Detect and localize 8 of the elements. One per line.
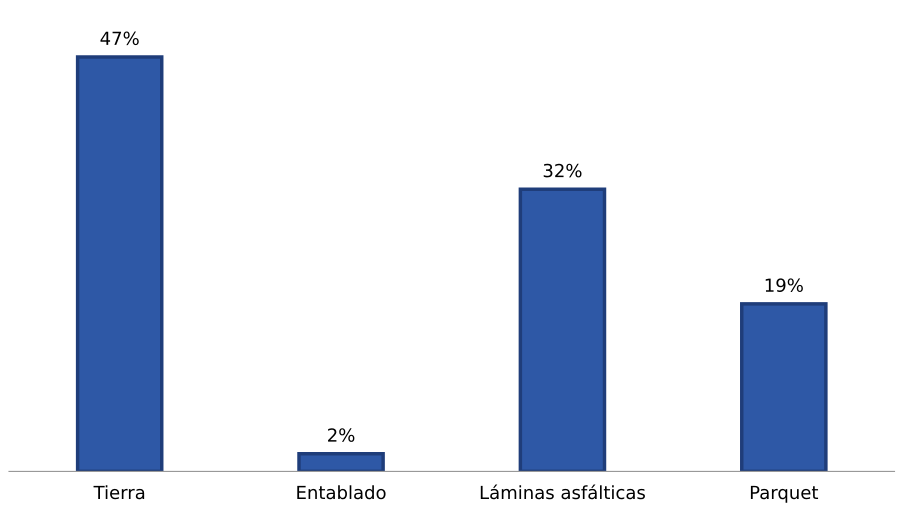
data-label: 32%: [544, 164, 582, 178]
x-tick-label: Tierra: [94, 485, 144, 500]
data-label: 19%: [766, 278, 803, 292]
x-tick-label: Entablado: [297, 485, 386, 500]
x-tick-label: Parquet: [750, 486, 818, 503]
x-tick-label: Láminas asfálticas: [480, 484, 645, 500]
data-label: 47%: [100, 31, 139, 46]
data-label: 2%: [328, 428, 354, 442]
